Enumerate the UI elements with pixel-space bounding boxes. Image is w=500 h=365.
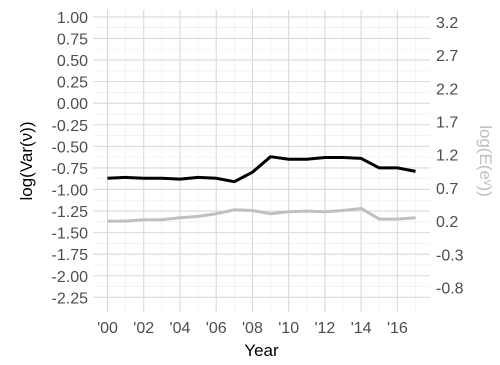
left-axis-tick-label: -0.25 <box>52 118 89 135</box>
series-layer <box>107 155 416 223</box>
left-axis-tick-label: 0.00 <box>57 96 88 113</box>
x-axis-tick-label: '16 <box>387 320 408 337</box>
left-axis-tick-labels: 1.00 0.75 0.50 0.25 0.00 -0.25 -0.50 -0.75 -1.00… <box>52 10 89 307</box>
x-axis-tick-labels: '00 '02 '04 '06 '08 '10 '12 '14 '16 <box>97 320 408 337</box>
left-axis-tick-label: -1.00 <box>52 182 89 199</box>
left-axis-tick-label: -1.25 <box>52 204 89 221</box>
right-axis-tick-labels: 3.2 2.7 2.2 1.7 1.2 0.7 0.2 -0.3 -0.8 <box>436 15 464 297</box>
x-axis-tick-label: '12 <box>314 320 335 337</box>
minor-gridlines-x <box>125 10 416 312</box>
x-axis-tick-label: '00 <box>97 320 118 337</box>
right-axis-tick-label: 0.7 <box>436 181 458 198</box>
right-axis-tick-label: 1.7 <box>436 115 458 132</box>
x-axis-tick-label: '06 <box>206 320 227 337</box>
x-axis-tick-label: '04 <box>170 320 191 337</box>
left-axis-tick-label: -0.50 <box>52 139 89 156</box>
left-axis-title: log(Var(ν)) <box>17 121 36 200</box>
left-axis-tick-label: -0.75 <box>52 161 89 178</box>
x-axis-tick-label: '10 <box>278 320 299 337</box>
x-axis-tick-label: '14 <box>351 320 372 337</box>
left-axis-tick-label: 0.50 <box>57 53 88 70</box>
left-axis-tick-label: -2.00 <box>52 269 89 286</box>
x-axis-title: Year <box>244 341 279 360</box>
right-axis-tick-label: -0.8 <box>436 280 464 297</box>
left-axis-tick-label: 1.00 <box>57 10 88 27</box>
right-axis-tick-label: 3.2 <box>436 15 458 32</box>
x-axis-tick-label: '02 <box>133 320 154 337</box>
major-gridlines-x <box>106 10 398 312</box>
left-axis-tick-label: -2.25 <box>52 290 89 307</box>
left-axis-tick-label: -1.75 <box>52 247 89 264</box>
left-axis-tick-label: -1.50 <box>52 226 89 243</box>
series-line-right-axis <box>107 206 416 223</box>
right-axis-tick-label: 0.2 <box>436 214 458 231</box>
right-axis-tick-label: 2.2 <box>436 81 458 98</box>
left-axis-tick-label: 0.75 <box>57 31 88 48</box>
right-axis-tick-label: 2.7 <box>436 48 458 65</box>
right-axis-title: log(E(eᵛ)) <box>476 125 495 197</box>
series-line-left-axis <box>107 155 416 184</box>
right-axis-tick-label: 1.2 <box>436 148 458 165</box>
major-gridlines-y <box>93 16 430 298</box>
left-axis-tick-label: 0.25 <box>57 75 88 92</box>
x-axis-tick-label: '08 <box>242 320 263 337</box>
right-axis-tick-label: -0.3 <box>436 247 464 264</box>
